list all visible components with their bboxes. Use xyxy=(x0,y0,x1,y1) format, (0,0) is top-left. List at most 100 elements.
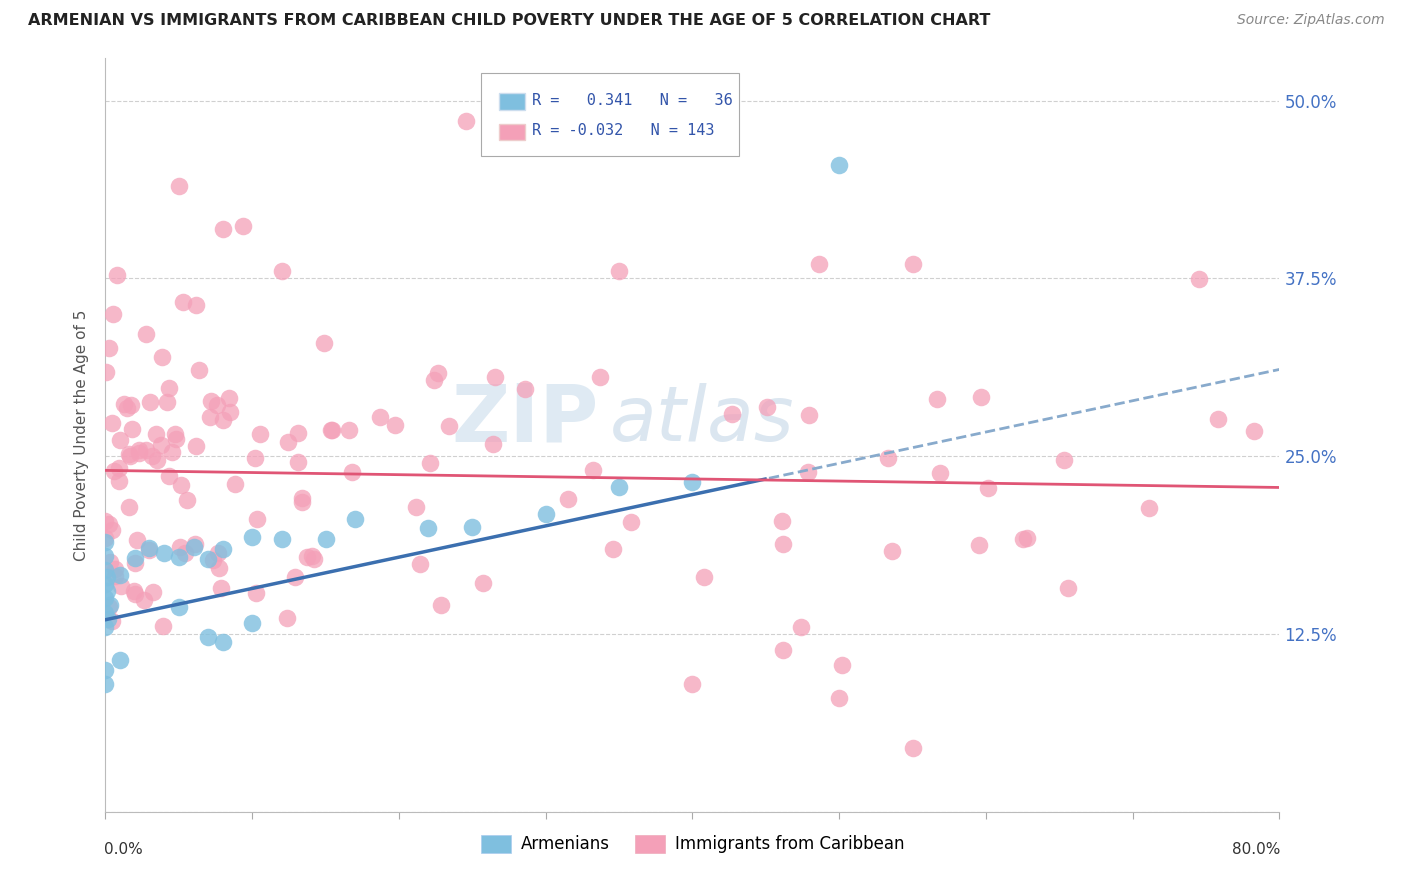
Point xyxy=(682,475,704,489)
Text: 80.0%: 80.0% xyxy=(1232,842,1281,857)
Point xyxy=(184,439,207,453)
Point xyxy=(1188,272,1211,286)
Point xyxy=(211,635,233,649)
Text: ZIP: ZIP xyxy=(451,381,599,458)
Point xyxy=(1053,453,1076,467)
Point xyxy=(340,465,363,479)
Point xyxy=(167,178,190,193)
Point xyxy=(1017,531,1039,545)
Point xyxy=(94,620,117,634)
Point xyxy=(128,446,150,460)
Point xyxy=(770,514,793,528)
Point xyxy=(534,508,557,522)
Point xyxy=(104,568,127,582)
Point xyxy=(94,577,117,591)
Point xyxy=(831,657,853,672)
Point xyxy=(925,392,948,406)
Point xyxy=(977,481,1000,495)
Point xyxy=(186,298,208,312)
Point xyxy=(153,546,176,560)
FancyBboxPatch shape xyxy=(481,73,740,156)
Point xyxy=(482,437,505,451)
Point xyxy=(98,341,121,355)
Point xyxy=(96,584,118,599)
Point xyxy=(142,585,165,599)
Point xyxy=(200,394,222,409)
Point xyxy=(484,370,506,384)
Point xyxy=(101,307,124,321)
Point xyxy=(270,264,292,278)
Point xyxy=(122,584,145,599)
Point xyxy=(1206,412,1229,426)
Point xyxy=(108,433,131,447)
Point xyxy=(287,425,309,440)
Point xyxy=(197,631,219,645)
Point xyxy=(343,512,366,526)
Point xyxy=(94,549,117,563)
Point xyxy=(620,516,643,530)
Point xyxy=(101,417,124,431)
Point xyxy=(198,409,221,424)
Point xyxy=(94,591,117,606)
Point xyxy=(211,221,233,235)
Point xyxy=(1012,532,1035,546)
Point xyxy=(1137,501,1160,516)
Point xyxy=(408,558,430,572)
Point xyxy=(132,592,155,607)
Point xyxy=(321,423,343,437)
Point xyxy=(901,740,924,755)
Point xyxy=(138,541,160,555)
Point xyxy=(149,438,172,452)
Point xyxy=(128,443,150,458)
Point xyxy=(209,581,232,595)
Point xyxy=(418,456,440,470)
Point xyxy=(94,534,117,549)
Point xyxy=(124,587,146,601)
Point xyxy=(124,550,146,565)
Point xyxy=(146,453,169,467)
Point xyxy=(125,533,148,548)
Point xyxy=(101,523,124,537)
Point xyxy=(287,454,309,468)
FancyBboxPatch shape xyxy=(499,124,524,140)
Point xyxy=(970,391,993,405)
Point xyxy=(243,450,266,465)
Point xyxy=(284,569,307,583)
Point xyxy=(94,365,117,379)
Point xyxy=(108,567,131,582)
Y-axis label: Child Poverty Under the Age of 5: Child Poverty Under the Age of 5 xyxy=(75,310,90,560)
Point xyxy=(240,530,263,544)
Point xyxy=(828,158,851,172)
Text: R =   0.341   N =   36: R = 0.341 N = 36 xyxy=(531,93,733,108)
Point xyxy=(471,576,494,591)
Point xyxy=(167,599,190,614)
Point xyxy=(1243,424,1265,438)
Point xyxy=(94,531,117,545)
Point xyxy=(224,477,246,491)
Point xyxy=(828,690,851,705)
Point xyxy=(405,500,427,514)
Point xyxy=(301,549,323,563)
Text: R = -0.032   N = 143: R = -0.032 N = 143 xyxy=(531,123,714,138)
Point xyxy=(772,536,794,550)
Point xyxy=(291,491,314,505)
Point xyxy=(967,538,990,552)
Point xyxy=(167,550,190,565)
Point xyxy=(118,447,141,461)
Point xyxy=(103,464,125,478)
Point xyxy=(212,412,235,426)
Point xyxy=(183,536,205,550)
Point xyxy=(101,614,124,628)
Point xyxy=(454,114,477,128)
Point xyxy=(429,598,451,612)
Point xyxy=(315,532,337,546)
Point xyxy=(165,433,187,447)
Point xyxy=(693,570,716,584)
Text: ARMENIAN VS IMMIGRANTS FROM CARIBBEAN CHILD POVERTY UNDER THE AGE OF 5 CORRELATI: ARMENIAN VS IMMIGRANTS FROM CARIBBEAN CH… xyxy=(28,13,990,29)
Point xyxy=(295,549,318,564)
Point xyxy=(172,295,194,310)
Point xyxy=(96,570,118,584)
Point xyxy=(207,546,229,560)
Point xyxy=(157,469,180,483)
Point xyxy=(756,401,779,415)
